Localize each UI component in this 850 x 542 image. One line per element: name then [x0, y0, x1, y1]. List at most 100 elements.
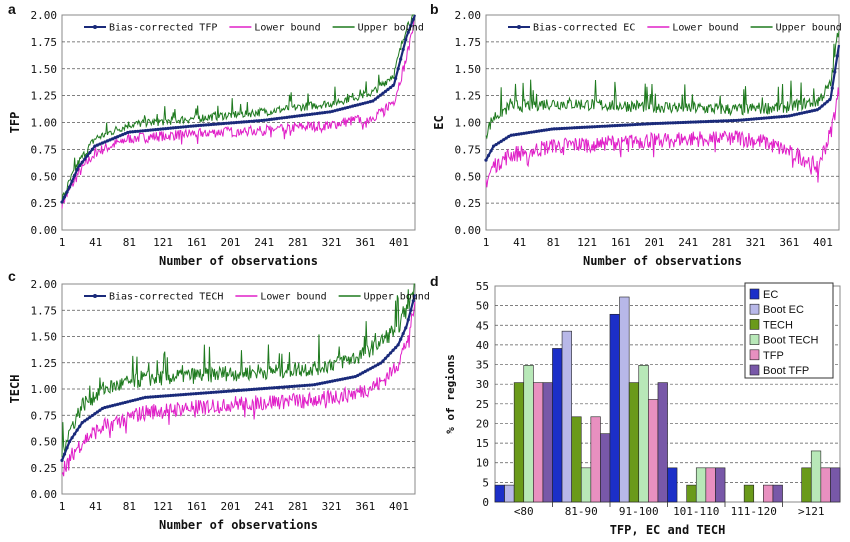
data-point	[595, 124, 599, 129]
data-point	[368, 100, 372, 104]
data-point	[775, 115, 779, 119]
y-tick-label: 1.00	[31, 117, 58, 130]
data-point	[401, 47, 405, 52]
category-label: 111-120	[731, 505, 777, 518]
data-point	[504, 136, 508, 140]
data-point	[399, 337, 403, 341]
y-tick-label: 45	[476, 319, 489, 332]
bar-tech	[571, 416, 582, 503]
data-point	[133, 129, 137, 134]
series-line-upper	[61, 14, 415, 203]
data-point	[65, 190, 69, 194]
data-point	[146, 128, 150, 132]
data-point	[123, 131, 127, 136]
x-tick-label: 401	[389, 500, 409, 513]
data-point	[378, 93, 383, 97]
panel-label: a	[8, 1, 16, 17]
data-point	[328, 110, 332, 114]
data-point	[618, 123, 622, 127]
data-point	[285, 115, 289, 119]
data-point	[833, 70, 837, 74]
data-point	[143, 128, 148, 133]
data-point	[78, 424, 82, 428]
series-line-upper	[485, 30, 840, 140]
data-point	[320, 381, 324, 385]
data-point	[663, 121, 668, 125]
data-point	[653, 121, 657, 126]
y-tick-label: 15	[476, 437, 489, 450]
x-tick-label: 401	[813, 236, 833, 249]
data-point	[285, 385, 289, 389]
data-point	[507, 134, 511, 139]
data-point	[146, 395, 150, 399]
panel-label: c	[8, 268, 16, 284]
data-point	[679, 120, 683, 125]
data-point	[290, 115, 294, 119]
data-point	[494, 142, 498, 147]
data-point	[532, 130, 536, 134]
legend-entry: TFP	[763, 350, 784, 362]
x-axis-title: Number of observations	[159, 518, 318, 532]
x-tick-label: 161	[187, 500, 207, 513]
x-tick-label: 81	[547, 236, 560, 249]
data-point	[75, 167, 79, 172]
x-tick-label: 1	[59, 500, 66, 513]
legend-entry: Boot EC	[763, 304, 804, 316]
legend-swatch	[749, 349, 760, 361]
data-point	[340, 377, 345, 381]
data-point	[247, 119, 251, 124]
data-point	[310, 112, 314, 116]
bar-boot_ec	[561, 330, 572, 503]
data-point	[138, 397, 142, 401]
data-point	[742, 118, 746, 122]
data-point	[282, 116, 287, 120]
data-point	[166, 126, 170, 130]
data-point	[729, 119, 733, 123]
data-point	[224, 389, 228, 393]
data-point	[636, 122, 640, 127]
data-point	[186, 392, 190, 396]
data-point	[315, 111, 319, 116]
data-point	[333, 379, 337, 383]
data-point	[517, 132, 521, 136]
data-point	[770, 115, 774, 120]
data-point	[411, 17, 415, 21]
data-point	[335, 108, 340, 112]
data-point	[358, 372, 362, 376]
y-tick-label: 0.75	[455, 143, 482, 156]
data-point	[98, 142, 102, 146]
data-point	[404, 38, 408, 42]
data-point	[305, 383, 309, 387]
y-tick-label: 0.50	[31, 170, 58, 183]
legend-entry: Boot TFP	[763, 365, 809, 377]
data-point	[777, 115, 781, 119]
data-point	[762, 116, 766, 120]
data-point	[93, 144, 97, 148]
y-tick-label: 0	[482, 496, 489, 509]
data-point	[666, 121, 670, 125]
data-point	[648, 122, 652, 126]
data-point	[502, 138, 506, 142]
data-point	[75, 428, 79, 432]
data-point	[810, 109, 814, 113]
x-tick-label: 41	[513, 236, 526, 249]
data-point	[646, 122, 650, 126]
y-tick-label: 1.75	[31, 304, 58, 317]
data-point	[371, 99, 375, 103]
data-point	[522, 131, 526, 135]
legend-entry: TECH	[763, 319, 793, 331]
data-point	[491, 144, 496, 148]
data-point	[219, 390, 223, 394]
y-tick-label: 1.50	[31, 63, 58, 76]
y-tick-label: 1.00	[31, 383, 58, 396]
data-point	[249, 119, 254, 123]
category-label: 91-100	[619, 505, 659, 518]
legend-entry: Lower bound	[260, 292, 326, 303]
data-point	[406, 30, 410, 34]
data-point	[570, 126, 574, 130]
data-point	[176, 125, 180, 130]
data-point	[734, 118, 738, 123]
data-point	[580, 125, 584, 129]
bar-boot_tfp	[542, 382, 553, 503]
data-point	[270, 117, 274, 121]
